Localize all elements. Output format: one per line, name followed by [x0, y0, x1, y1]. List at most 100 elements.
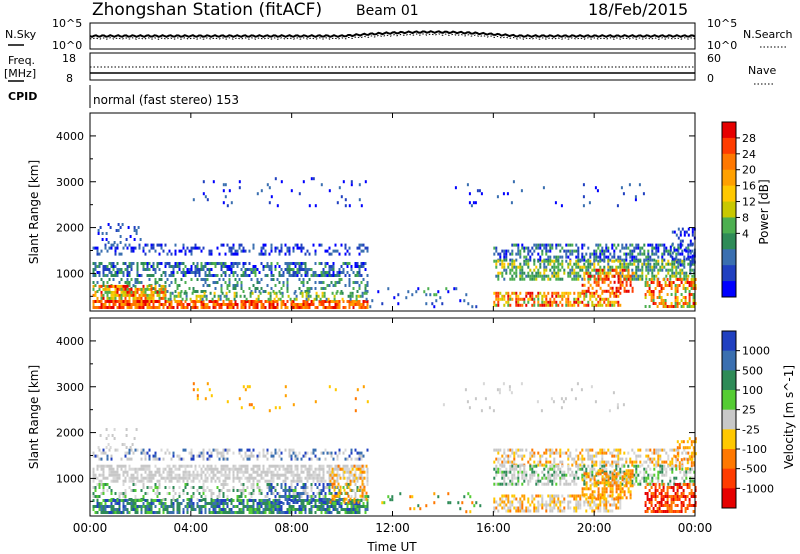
scatter-cell: [312, 271, 315, 274]
scatter-cell: [583, 243, 586, 247]
scatter-cell: [184, 476, 187, 480]
freq-tick-bottom: 8: [66, 72, 73, 85]
scatter-cell: [282, 502, 285, 505]
scatter-cell: [635, 460, 638, 464]
scatter-cell: [114, 287, 117, 291]
nave-tick-top: 60: [707, 52, 721, 65]
scatter-cell: [547, 467, 550, 471]
scatter-cell: [505, 271, 508, 275]
scatter-cell: [553, 476, 556, 480]
scatter-cell: [595, 258, 598, 262]
scatter-cell: [176, 265, 179, 268]
scatter-cell: [615, 300, 618, 304]
scatter-cell: [342, 300, 345, 303]
scatter-cell: [686, 302, 689, 305]
scatter-cell: [99, 434, 102, 437]
scatter-cell: [210, 268, 213, 271]
scatter-cell: [473, 504, 476, 508]
scatter-cell: [561, 470, 564, 474]
scatter-cell: [92, 499, 95, 502]
scatter-cell: [503, 258, 506, 262]
scatter-cell: [541, 463, 544, 467]
scatter-cell: [328, 505, 331, 508]
scatter-cell: [92, 262, 95, 265]
scatter-cell: [591, 286, 594, 290]
scatter-cell: [224, 195, 227, 199]
scatter-cell: [228, 508, 231, 511]
scatter-cell: [503, 460, 506, 464]
scatter-cell: [118, 281, 121, 284]
scatter-cell: [296, 483, 299, 486]
scatter-cell: [603, 268, 606, 272]
scatter-cell: [299, 291, 302, 295]
scatter-cell: [573, 476, 576, 480]
scatter-cell: [499, 255, 502, 259]
scatter-cell: [105, 238, 108, 241]
scatter-cell: [290, 268, 293, 271]
scatter-cell: [665, 246, 668, 250]
scatter-cell: [276, 470, 279, 474]
scatter-cell: [348, 252, 351, 256]
scatter-cell: [615, 271, 618, 275]
scatter-cell: [242, 470, 245, 474]
scatter-cell: [511, 448, 514, 452]
scatter-cell: [356, 290, 359, 293]
scatter-cell: [146, 265, 149, 268]
scatter-cell: [647, 262, 650, 266]
scatter-cell: [204, 489, 207, 492]
scatter-cell: [96, 505, 99, 508]
scatter-cell: [190, 495, 193, 498]
scatter-cell: [302, 246, 305, 250]
scatter-cell: [292, 476, 295, 480]
scatter-cell: [92, 306, 95, 309]
scatter-cell: [248, 492, 251, 495]
scatter-cell: [362, 278, 365, 281]
scatter-cell: [222, 499, 225, 502]
scatter-cell: [114, 299, 117, 303]
scatter-cell: [324, 486, 327, 489]
scatter-cell: [497, 274, 500, 278]
scatter-cell: [98, 508, 101, 511]
scatter-cell: [264, 511, 267, 514]
scatter-cell: [435, 293, 438, 297]
scatter-cell: [565, 303, 568, 307]
noise-left-tick-bottom: 10^0: [52, 39, 82, 52]
scatter-cell: [581, 268, 584, 272]
scatter-cell: [631, 258, 634, 262]
scatter-cell: [557, 265, 560, 269]
scatter-cell: [330, 274, 333, 277]
scatter-cell: [294, 511, 297, 514]
scatter-cell: [651, 451, 654, 455]
scatter-cell: [667, 262, 670, 266]
scatter-cell: [184, 486, 187, 489]
scatter-cell: [92, 479, 95, 483]
scatter-cell: [226, 451, 229, 455]
scatter-cell: [664, 284, 667, 287]
scatter-cell: [535, 464, 538, 468]
scatter-cell: [543, 268, 546, 272]
scatter-cell: [511, 243, 514, 247]
scatter-cell: [573, 274, 576, 278]
scatter-cell: [286, 306, 289, 309]
scatter-cell: [272, 306, 275, 309]
scatter-cell: [246, 476, 249, 480]
scatter-cell: [254, 499, 257, 502]
scatter-cell: [633, 451, 636, 455]
scatter-cell: [102, 296, 105, 300]
scatter-cell: [649, 457, 652, 461]
scatter-cell: [248, 287, 251, 290]
scatter-cell: [190, 499, 193, 502]
scatter-cell: [507, 262, 510, 266]
scatter-cell: [587, 300, 590, 304]
scatter-cell: [120, 306, 123, 309]
scatter-cell: [146, 303, 149, 306]
scatter-cell: [609, 303, 612, 307]
scatter-cell: [186, 464, 189, 468]
scatter-cell: [150, 296, 153, 300]
scatter-cell: [300, 502, 303, 505]
scatter-cell: [268, 508, 271, 511]
scatter-cell: [256, 306, 259, 309]
scatter-cell: [539, 291, 542, 295]
scatter-cell: [676, 290, 679, 293]
scatter-cell: [158, 470, 161, 474]
